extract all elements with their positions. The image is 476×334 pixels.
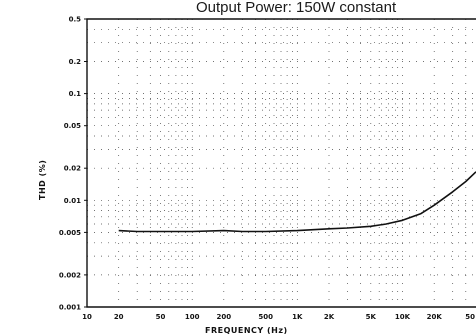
x-tick-label: 200 bbox=[216, 313, 231, 321]
y-tick-label: 0.2 bbox=[69, 58, 82, 66]
x-axis-ticks: 10 20 50 100 200 500 1K 2K 5K 10K 20K 50 bbox=[82, 313, 475, 321]
y-tick-label: 0.02 bbox=[64, 165, 81, 173]
x-tick-label: 10K bbox=[395, 313, 411, 321]
x-tick-label: 10 bbox=[82, 313, 92, 321]
x-tick-label: 2K bbox=[324, 313, 335, 321]
x-tick-label: 5K bbox=[366, 313, 377, 321]
x-tick-label: 500 bbox=[258, 313, 273, 321]
y-tick-label: 0.5 bbox=[69, 16, 82, 24]
x-tick-label: 50 bbox=[156, 313, 166, 321]
y-tick-label: 0.01 bbox=[64, 197, 81, 205]
x-tick-label: 20 bbox=[114, 313, 124, 321]
y-axis-label: THD (%) bbox=[38, 160, 47, 200]
grid bbox=[87, 19, 476, 307]
x-tick-label: 20K bbox=[427, 313, 443, 321]
y-tick-label: 0.005 bbox=[59, 229, 81, 237]
chart-title: Output Power: 150W constant bbox=[196, 0, 397, 16]
x-tick-label: 50 bbox=[465, 313, 475, 321]
series-group bbox=[118, 171, 476, 233]
thd-series-line bbox=[118, 171, 476, 233]
y-tick-label: 0.1 bbox=[69, 90, 82, 98]
x-tick-label: 100 bbox=[185, 313, 200, 321]
y-tick-label: 0.05 bbox=[64, 122, 81, 130]
x-tick-label: 1K bbox=[292, 313, 303, 321]
frame-outline bbox=[86, 18, 476, 308]
y-tick-label: 0.001 bbox=[59, 304, 81, 312]
y-axis-ticks: 0.5 0.2 0.1 0.05 0.02 0.01 0.005 0.002 0.001 bbox=[59, 16, 87, 312]
plot-frame bbox=[86, 18, 476, 308]
x-axis-label: FREQUENCY (Hz) bbox=[205, 326, 288, 334]
y-tick-label: 0.002 bbox=[59, 271, 81, 279]
